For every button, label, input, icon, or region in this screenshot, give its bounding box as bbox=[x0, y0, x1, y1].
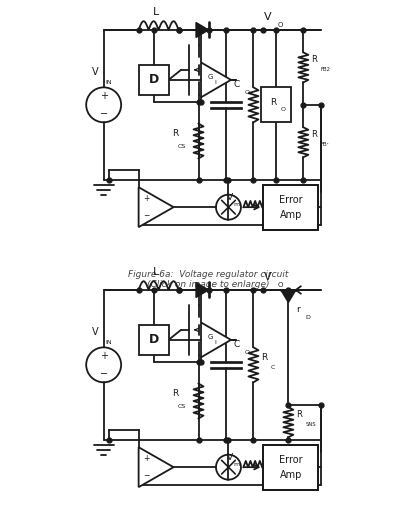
Text: Amp: Amp bbox=[280, 210, 302, 219]
Text: Error: Error bbox=[279, 194, 303, 205]
Text: R: R bbox=[270, 98, 276, 107]
Text: D: D bbox=[148, 333, 159, 346]
Text: O: O bbox=[277, 22, 282, 28]
Text: R: R bbox=[172, 389, 178, 398]
Polygon shape bbox=[138, 447, 173, 487]
Bar bbox=[264, 445, 318, 490]
Text: C: C bbox=[271, 105, 275, 110]
Text: V: V bbox=[264, 272, 271, 282]
Text: −: − bbox=[100, 369, 108, 379]
Bar bbox=[138, 325, 168, 355]
Bar bbox=[261, 87, 291, 122]
Text: I: I bbox=[215, 80, 216, 85]
Text: CS: CS bbox=[178, 404, 186, 409]
Text: IN: IN bbox=[105, 340, 111, 345]
Text: R: R bbox=[261, 353, 267, 362]
Text: O: O bbox=[245, 350, 250, 355]
Text: r: r bbox=[296, 305, 299, 315]
Text: SNS: SNS bbox=[306, 422, 317, 427]
Polygon shape bbox=[196, 22, 208, 37]
Text: Error: Error bbox=[279, 454, 303, 465]
Text: R: R bbox=[311, 56, 317, 64]
Text: C: C bbox=[234, 341, 240, 349]
Text: Amp: Amp bbox=[280, 470, 302, 479]
Text: R: R bbox=[172, 129, 178, 138]
Text: IN: IN bbox=[105, 80, 111, 85]
Text: R: R bbox=[311, 131, 317, 139]
Text: R: R bbox=[261, 93, 267, 102]
Text: D: D bbox=[148, 73, 159, 86]
Text: O: O bbox=[245, 90, 250, 95]
Text: R: R bbox=[296, 410, 302, 419]
Text: +: + bbox=[143, 454, 149, 463]
Text: I: I bbox=[215, 340, 216, 345]
Text: FB2: FB2 bbox=[321, 68, 331, 72]
Text: O: O bbox=[277, 282, 282, 288]
Text: D: D bbox=[306, 315, 311, 320]
Bar bbox=[138, 65, 168, 95]
Text: G: G bbox=[207, 74, 213, 81]
Polygon shape bbox=[201, 62, 231, 97]
Text: −: − bbox=[143, 472, 149, 480]
Polygon shape bbox=[201, 322, 231, 357]
Text: −: − bbox=[143, 212, 149, 220]
Text: V: V bbox=[227, 193, 234, 202]
Text: m: m bbox=[234, 202, 240, 207]
Text: G: G bbox=[207, 334, 213, 341]
Text: V: V bbox=[92, 328, 99, 337]
Text: +: + bbox=[100, 351, 108, 361]
Text: L: L bbox=[153, 267, 159, 278]
Text: Figure 6a:  Voltage regulator circuit
(Click on image to enlarge): Figure 6a: Voltage regulator circuit (Cl… bbox=[128, 269, 289, 289]
Bar bbox=[264, 185, 318, 230]
Text: C: C bbox=[271, 365, 275, 370]
Polygon shape bbox=[281, 290, 296, 303]
Text: m: m bbox=[234, 462, 240, 467]
Text: L: L bbox=[153, 7, 159, 18]
Text: +: + bbox=[100, 91, 108, 101]
Text: −: − bbox=[100, 109, 108, 119]
Text: V: V bbox=[264, 12, 271, 22]
Text: +: + bbox=[143, 194, 149, 203]
Polygon shape bbox=[138, 187, 173, 227]
Text: FB¹: FB¹ bbox=[321, 142, 329, 147]
Text: V: V bbox=[92, 68, 99, 77]
Polygon shape bbox=[196, 282, 208, 297]
Text: C: C bbox=[234, 81, 240, 89]
Text: CS: CS bbox=[178, 144, 186, 149]
Text: O: O bbox=[281, 107, 286, 112]
Text: V: V bbox=[227, 453, 234, 462]
